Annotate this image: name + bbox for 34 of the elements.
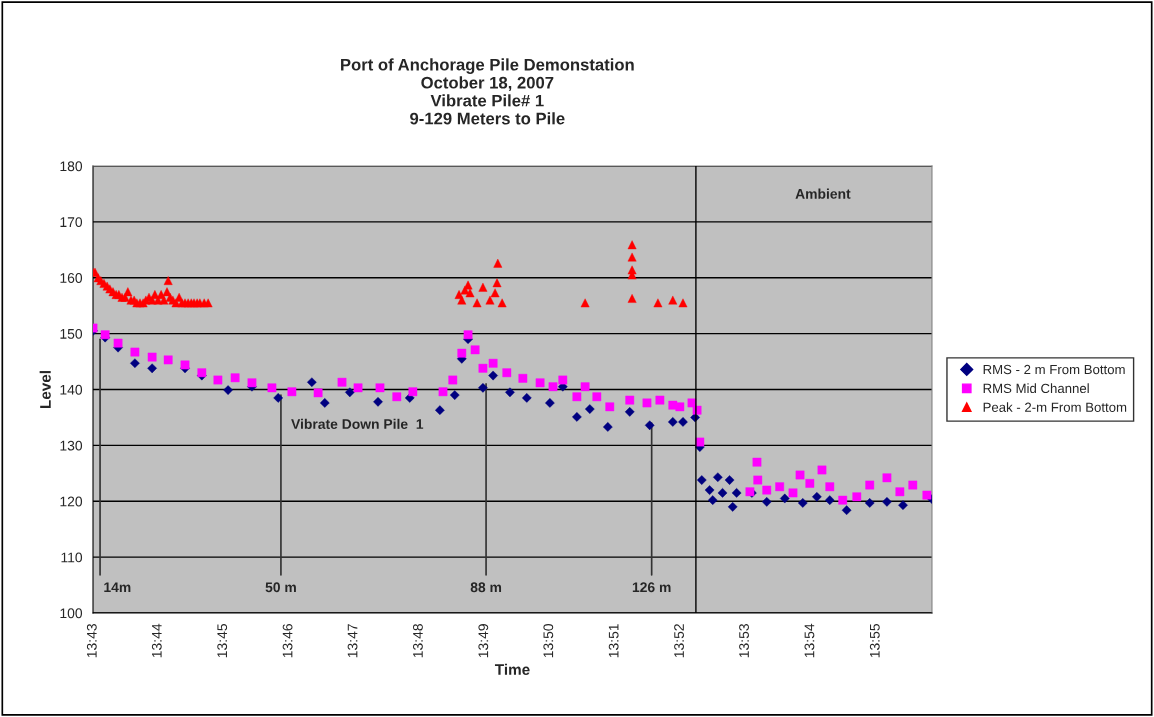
y-tick-label: 180: [60, 161, 83, 172]
annotation: 88 m: [470, 582, 502, 593]
y-tick-label: 140: [60, 384, 83, 395]
x-axis-title: Time: [494, 663, 530, 675]
x-tick-label: 13:47: [347, 624, 358, 658]
y-tick-label: 160: [60, 273, 83, 283]
y-axis-title: Level: [39, 371, 51, 409]
y-tick-label: 130: [60, 440, 83, 451]
legend-label: RMS Mid Channel: [983, 383, 1089, 394]
x-tick-label: 13:43: [86, 624, 97, 658]
x-tick-label: 13:44: [151, 623, 162, 658]
annotation: Ambient: [795, 188, 851, 199]
x-tick-label: 13:53: [739, 624, 749, 658]
annotation: Vibrate Down Pile 1: [291, 418, 424, 429]
x-tick-label: 13:55: [869, 624, 880, 658]
x-tick-label: 13:52: [674, 624, 684, 658]
x-tick-label: 13:50: [543, 623, 554, 658]
legend-label: RMS - 2 m From Bottom: [983, 364, 1125, 375]
x-tick-label: 13:45: [217, 624, 228, 658]
y-tick-label: 120: [60, 496, 83, 507]
annotation: 126 m: [632, 582, 671, 593]
y-tick-label: 110: [61, 552, 83, 563]
annotation: 50 m: [265, 582, 296, 593]
chart-title: Port of Anchorage Pile Demonstation October 18, 2007 Vibrate Pile# 1 9-129 Meters to Pile: [341, 58, 634, 125]
x-tick-label: 13:51: [608, 624, 619, 658]
y-tick-label: 170: [60, 217, 83, 228]
y-tick-label: 150: [60, 328, 83, 339]
x-tick-label: 13:54: [804, 623, 815, 658]
x-tick-label: 13:49: [478, 624, 489, 658]
x-tick-label: 13:46: [282, 624, 293, 658]
annotation: 14m: [104, 582, 131, 593]
y-tick-label: 100: [60, 608, 83, 619]
x-tick-label: 13:48: [413, 624, 423, 658]
legend-label: Peak - 2-m From Bottom: [983, 402, 1127, 412]
